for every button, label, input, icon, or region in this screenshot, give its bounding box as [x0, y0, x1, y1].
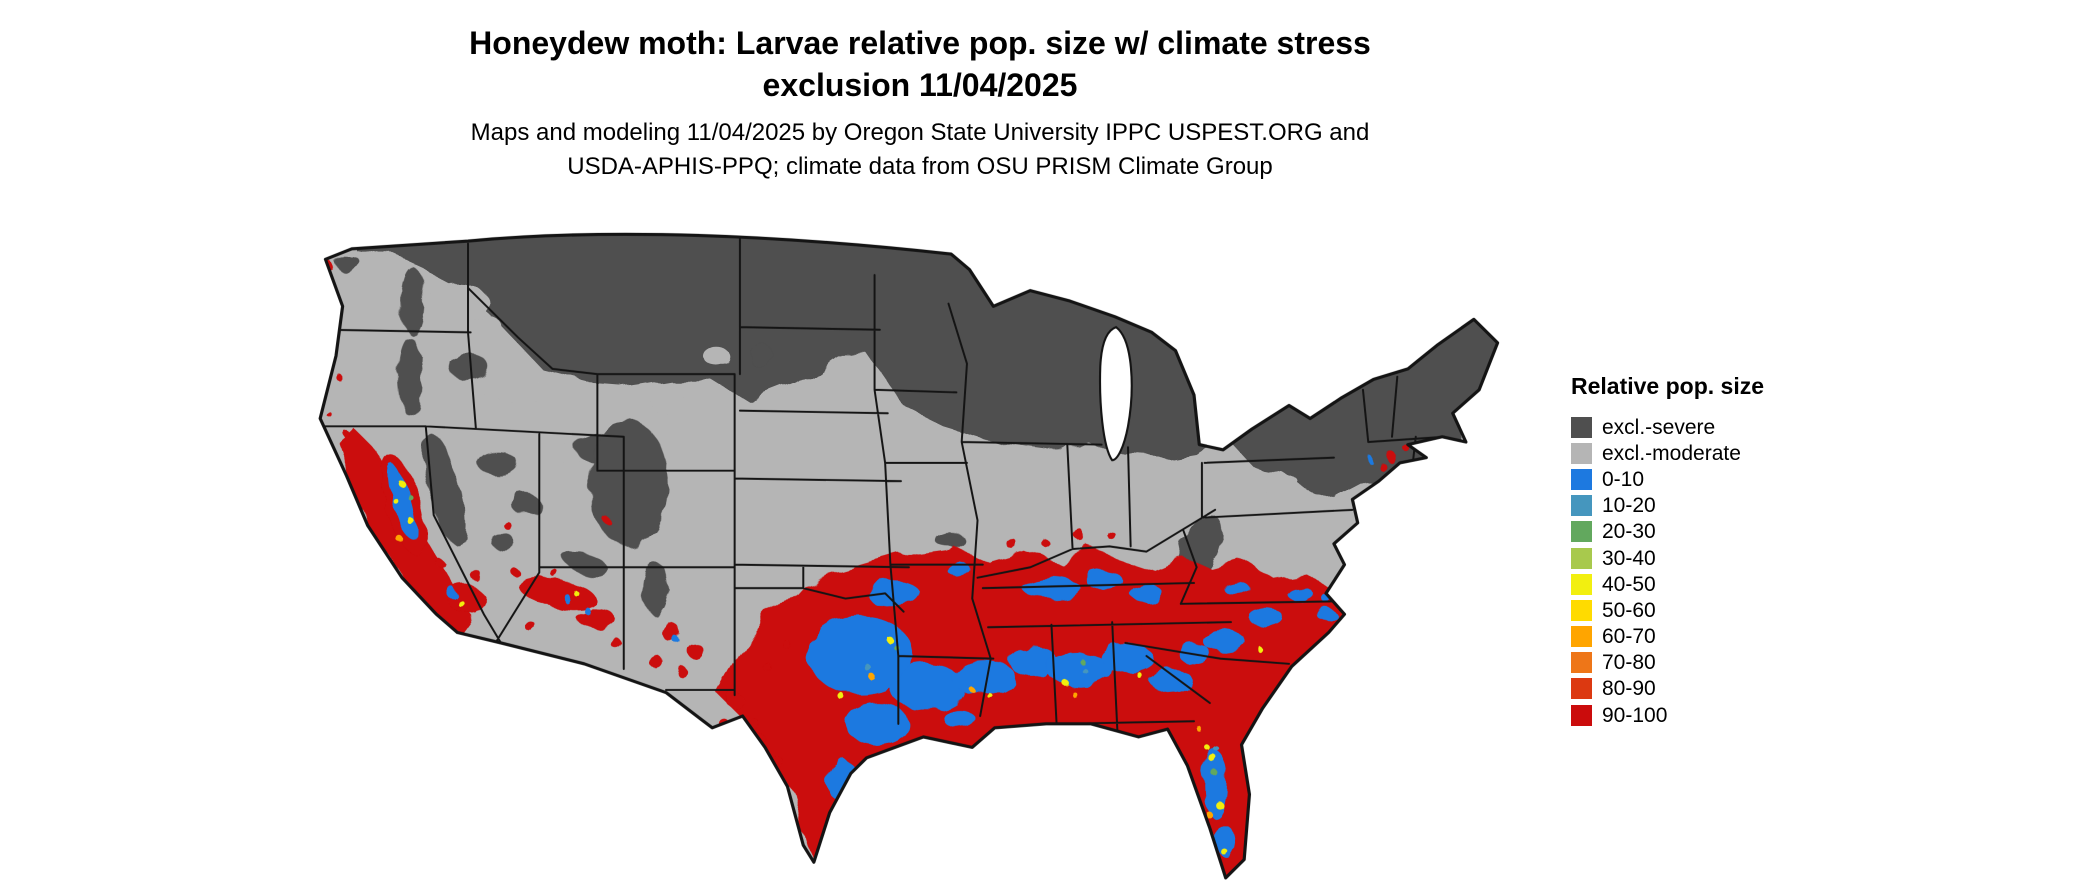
legend-swatch	[1571, 573, 1592, 595]
legend-item: 40-50	[1571, 571, 1871, 597]
legend-swatch	[1571, 599, 1592, 621]
legend-item: 80-90	[1571, 676, 1871, 702]
legend-item: 90-100	[1571, 702, 1871, 728]
legend-label: 80-90	[1602, 677, 1656, 701]
legend-swatch	[1571, 495, 1592, 517]
legend-swatch	[1571, 626, 1592, 648]
legend-swatch	[1571, 547, 1592, 569]
population-mottle	[324, 251, 1412, 857]
legend-label: 50-60	[1602, 598, 1656, 622]
legend-item: 0-10	[1571, 466, 1871, 492]
plot-title-line2: exclusion 11/04/2025	[762, 67, 1078, 103]
legend-swatch	[1571, 652, 1592, 674]
legend-item: excl.-moderate	[1571, 440, 1871, 466]
legend: Relative pop. size excl.-severe excl.-mod…	[1571, 372, 1871, 728]
plot-subtitle: Maps and modeling 11/04/2025 by Oregon S…	[0, 116, 1840, 184]
legend-item: excl.-severe	[1571, 414, 1871, 440]
legend-title: Relative pop. size	[1571, 373, 1765, 399]
us-map-svg	[318, 232, 1500, 880]
legend-item: 70-80	[1571, 650, 1871, 676]
plot-subtitle-line2: USDA-APHIS-PPQ; climate data from OSU PR…	[567, 153, 1273, 180]
legend-label: excl.-severe	[1602, 415, 1716, 439]
legend-item: 30-40	[1571, 545, 1871, 571]
state-borders	[320, 234, 1446, 733]
legend-swatch	[1571, 678, 1592, 700]
legend-label: 40-50	[1602, 572, 1656, 596]
legend-label: 60-70	[1602, 625, 1656, 649]
legend-swatch	[1571, 442, 1592, 464]
legend-swatch	[1571, 416, 1592, 438]
legend-item: 50-60	[1571, 597, 1871, 623]
legend-swatch	[1571, 704, 1592, 726]
legend-label: 10-20	[1602, 494, 1656, 518]
legend-label: 30-40	[1602, 546, 1656, 570]
legend-label: 70-80	[1602, 651, 1656, 675]
plot-title-line1: Honeydew moth: Larvae relative pop. size…	[469, 25, 1371, 61]
legend-item: 60-70	[1571, 624, 1871, 650]
legend-item: 20-30	[1571, 519, 1871, 545]
legend-label: 0-10	[1602, 467, 1645, 491]
legend-label: 20-30	[1602, 520, 1656, 544]
legend-swatch	[1571, 521, 1592, 543]
legend-item: 10-20	[1571, 493, 1871, 519]
plot-title: Honeydew moth: Larvae relative pop. size…	[0, 22, 1840, 106]
legend-label: excl.-moderate	[1602, 441, 1741, 465]
legend-items: excl.-severe excl.-moderate 0-10 10-20 20-30…	[1571, 414, 1871, 728]
us-map	[270, 134, 1590, 892]
plot-subtitle-line1: Maps and modeling 11/04/2025 by Oregon S…	[470, 119, 1370, 146]
legend-swatch	[1571, 468, 1592, 490]
lake-michigan	[1098, 325, 1133, 462]
legend-label: 90-100	[1602, 703, 1668, 727]
